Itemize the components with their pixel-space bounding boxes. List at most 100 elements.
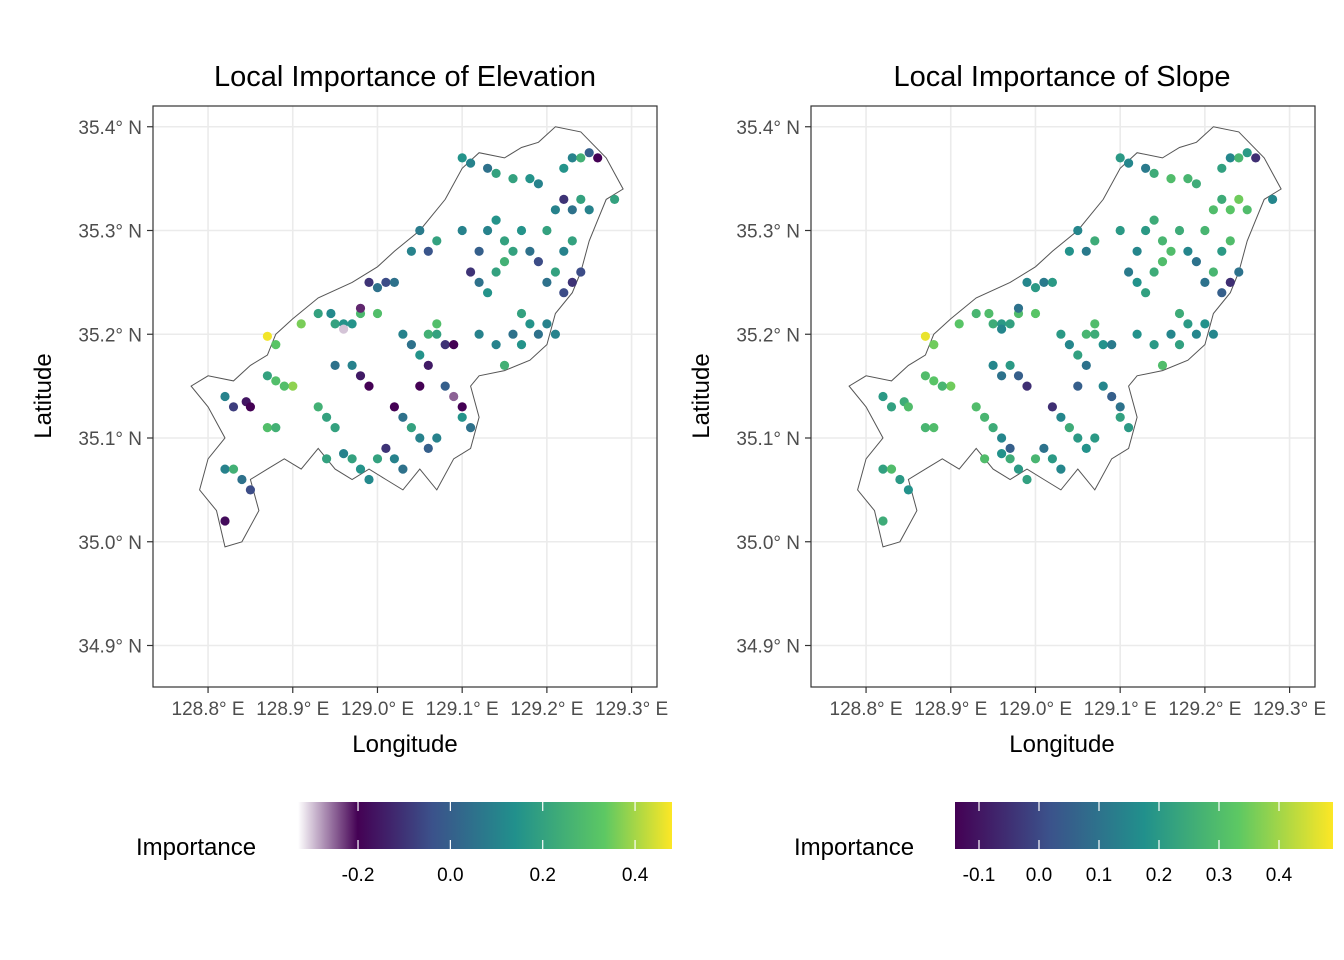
legend-tick-label: 0.0 [1026, 865, 1052, 886]
data-point [491, 340, 501, 350]
data-point [1157, 257, 1168, 267]
x-tick-label: 128.8° E [830, 699, 903, 720]
data-point [1208, 267, 1218, 277]
data-point [457, 225, 467, 236]
data-point [389, 402, 399, 412]
data-point [423, 329, 433, 339]
chart-elevation: Local Importance of Elevation 128.8° E 12… [30, 61, 672, 886]
data-point [423, 246, 433, 256]
data-point [457, 153, 467, 163]
data-point [440, 340, 450, 350]
data-point [929, 376, 939, 386]
data-point [347, 360, 357, 370]
data-point [576, 194, 586, 204]
data-point [449, 340, 459, 350]
data-point [542, 319, 552, 329]
data-point [406, 340, 416, 350]
data-point [339, 324, 349, 334]
data-point [1124, 267, 1134, 277]
data-point [567, 153, 577, 163]
data-point [271, 376, 281, 386]
legend-tick-label: 0.2 [530, 865, 556, 886]
data-point [355, 464, 366, 474]
data-point [220, 391, 230, 402]
data-point [466, 423, 476, 433]
data-point [262, 423, 272, 433]
data-point [584, 148, 594, 158]
legend: Importance -0.1 0.0 0.1 0.2 0.3 0.4 [794, 802, 1333, 886]
data-point [886, 464, 897, 474]
data-point [1225, 205, 1235, 215]
data-point [508, 174, 518, 184]
data-point [339, 449, 349, 459]
data-point [322, 412, 332, 422]
data-point [1081, 246, 1091, 256]
x-tick-label: 128.9° E [256, 699, 329, 720]
data-point [576, 267, 586, 277]
data-point [491, 168, 501, 178]
data-point [1141, 225, 1151, 236]
x-tick-label: 129.0° E [341, 699, 414, 720]
data-point [364, 381, 374, 391]
data-point [347, 319, 357, 329]
legend-tick-label: 0.4 [622, 865, 649, 886]
data-point [550, 329, 561, 339]
data-point [262, 371, 272, 381]
data-point [1013, 303, 1024, 313]
x-tick-label: 128.8° E [172, 699, 245, 720]
data-point [929, 423, 939, 433]
data-point [389, 277, 399, 287]
data-point [1149, 340, 1159, 350]
data-points [220, 148, 620, 526]
data-point [1005, 454, 1015, 464]
data-point [262, 331, 272, 341]
data-point [1005, 319, 1015, 329]
x-axis-ticks: 128.8° E 128.9° E 129.0° E 129.1° E 129.2° E… [172, 687, 668, 720]
data-point [533, 179, 544, 189]
data-point [937, 381, 947, 391]
data-point [330, 319, 340, 329]
data-point [1234, 267, 1244, 277]
y-tick-label: 34.9° N [78, 637, 142, 658]
data-point [1208, 329, 1218, 339]
data-point [971, 308, 981, 319]
data-point [1056, 329, 1066, 339]
legend-tick-label: -0.1 [963, 865, 996, 886]
x-tick-label: 129.3° E [1253, 699, 1326, 720]
data-point [1141, 288, 1151, 298]
data-point [954, 319, 964, 329]
data-point [423, 443, 433, 453]
chart-title: Local Importance of Elevation [214, 61, 596, 93]
y-tick-label: 35.2° N [736, 325, 800, 346]
data-point [988, 423, 998, 433]
y-axis-ticks: 34.9° N 35.0° N 35.1° N 35.2° N 35.3° N 35.4°… [736, 118, 811, 658]
data-point [984, 308, 994, 319]
data-point [1251, 153, 1261, 163]
data-point [1013, 371, 1024, 381]
data-point [1268, 194, 1278, 204]
legend-tick-label: -0.2 [342, 865, 375, 886]
data-point [610, 194, 620, 204]
x-tick-label: 129.2° E [1168, 699, 1241, 720]
data-point [326, 308, 336, 319]
data-point [355, 371, 366, 381]
data-point [1225, 236, 1235, 246]
data-point [1090, 433, 1100, 443]
data-point [576, 153, 586, 163]
x-tick-label: 129.1° E [1084, 699, 1157, 720]
data-point [364, 277, 374, 287]
data-point [971, 402, 981, 412]
legend-tick-label: 0.3 [1206, 865, 1232, 886]
data-point [1064, 246, 1074, 256]
data-point [1090, 236, 1100, 246]
data-point [1047, 402, 1057, 412]
x-tick-label: 129.3° E [595, 699, 668, 720]
data-point [1098, 340, 1108, 350]
data-point [457, 402, 467, 412]
data-point [929, 340, 939, 350]
data-point [1149, 215, 1159, 225]
data-point [474, 277, 484, 287]
data-point [1183, 319, 1193, 329]
data-point [398, 464, 408, 474]
legend-tick-label: 0.2 [1146, 865, 1172, 886]
